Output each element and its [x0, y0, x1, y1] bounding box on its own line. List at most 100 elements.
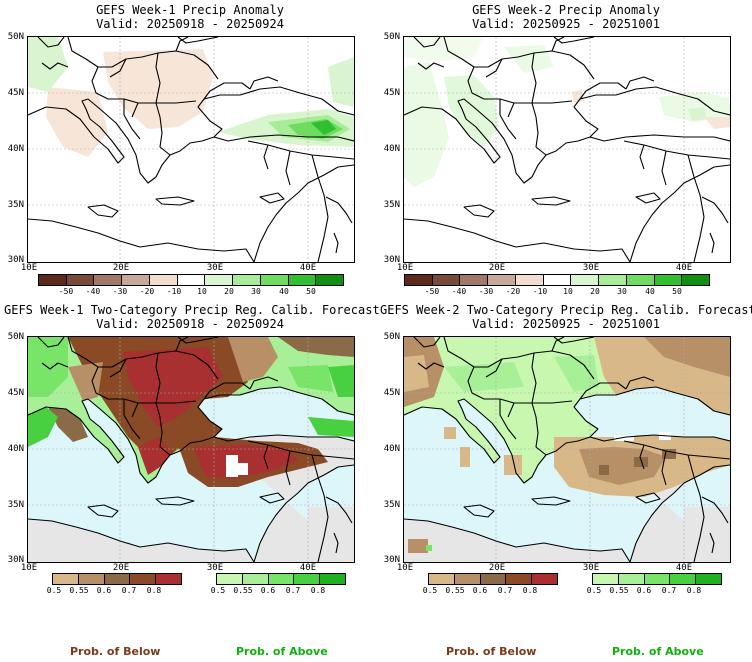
lat-label: 35N: [7, 500, 24, 510]
lon-label: 40E: [299, 563, 317, 573]
lat-label: 50N: [383, 32, 400, 42]
colorbar-tick: 0.5: [210, 586, 226, 595]
colorbar-tick: 20: [224, 287, 234, 296]
colorbar-tick: 10: [563, 287, 573, 296]
colorbar-swatch: [571, 275, 600, 285]
colorbar-tick: 0.6: [96, 586, 112, 595]
prob-above-caption: Prob. of Above: [236, 645, 328, 658]
colorbar-swatch: [233, 275, 261, 285]
colorbar-swatch: [104, 574, 131, 584]
colorbar-swatch: [217, 574, 243, 584]
lon-label: 30E: [206, 263, 224, 273]
colorbar-swatch: [66, 275, 95, 285]
colorbar-tick: 0.6: [472, 586, 488, 595]
panel-valid: Valid: 20250918 - 20250924: [96, 17, 284, 31]
colorbar-swatch: [682, 275, 710, 285]
colorbar-tick: -20: [139, 287, 155, 296]
colorbar-swatch: [654, 275, 683, 285]
lon-label: 40E: [299, 263, 317, 273]
panel-valid: Valid: 20250925 - 20251001: [472, 17, 660, 31]
panel-title: GEFS Week-2 Two-Category Precip Reg. Cal…: [380, 303, 752, 317]
colorbar-swatch: [488, 275, 516, 285]
colorbar-swatch: [696, 574, 721, 584]
colorbar-tick: 0.7: [121, 586, 137, 595]
lon-label: 30E: [206, 563, 224, 573]
panel-week2-anomaly: GEFS Week-2 Precip Anomaly Valid: 202509…: [376, 0, 752, 300]
probability-map: [403, 336, 731, 563]
lon-label: 10E: [20, 263, 38, 273]
prob-above-caption: Prob. of Above: [612, 645, 704, 658]
anomaly-colorbar: [404, 274, 710, 286]
below-colorbar: [428, 573, 558, 585]
lat-label: 45N: [7, 388, 24, 398]
anomaly-map: [403, 36, 731, 263]
colorbar-tick: 50: [306, 287, 316, 296]
colorbar-tick: 40: [645, 287, 655, 296]
lat-label: 45N: [383, 388, 400, 398]
lat-label: 40N: [7, 144, 24, 154]
panel-week1-anomaly: GEFS Week-1 Precip Anomaly Valid: 202509…: [0, 0, 376, 300]
colorbar-swatch: [644, 574, 671, 584]
colorbar-swatch: [288, 275, 317, 285]
prob-below-caption: Prob. of Below: [70, 645, 161, 658]
colorbar-swatch: [242, 574, 269, 584]
lat-label: 45N: [383, 88, 400, 98]
colorbar-swatch: [454, 574, 481, 584]
lat-label: 40N: [383, 444, 400, 454]
colorbar-tick: 0.6: [636, 586, 652, 595]
colorbar-swatch: [39, 275, 67, 285]
colorbar-swatch: [432, 275, 461, 285]
lat-label: 35N: [383, 500, 400, 510]
colorbar-tick: 0.7: [285, 586, 301, 595]
colorbar-tick: -30: [478, 287, 494, 296]
colorbar-tick: 30: [251, 287, 261, 296]
lon-label: 20E: [112, 563, 130, 573]
lat-label: 35N: [383, 200, 400, 210]
colorbar-tick: 0.8: [686, 586, 702, 595]
colorbar-swatch: [543, 275, 572, 285]
below-colorbar: [52, 573, 182, 585]
lat-label: 50N: [7, 32, 24, 42]
colorbar-tick: -50: [424, 287, 440, 296]
colorbar-swatch: [670, 574, 697, 584]
colorbar-swatch: [122, 275, 150, 285]
colorbar-swatch: [130, 574, 157, 584]
colorbar-tick: 40: [279, 287, 289, 296]
colorbar-tick: 0.8: [522, 586, 538, 595]
lat-label: 35N: [7, 200, 24, 210]
colorbar-swatch: [268, 574, 295, 584]
colorbar-swatch: [593, 574, 619, 584]
colorbar-tick: 0.8: [146, 586, 162, 595]
lat-label: 40N: [383, 144, 400, 154]
colorbar-swatch: [599, 275, 627, 285]
lat-label: 50N: [7, 332, 24, 342]
lon-label: 10E: [396, 263, 414, 273]
colorbar-swatch: [94, 275, 123, 285]
colorbar-tick: 0.55: [445, 586, 465, 595]
colorbar-swatch: [53, 574, 79, 584]
lon-label: 20E: [488, 563, 506, 573]
panel-title: GEFS Week-2 Precip Anomaly: [472, 3, 660, 17]
colorbar-tick: 0.8: [310, 586, 326, 595]
colorbar-tick: -10: [166, 287, 182, 296]
colorbar-swatch: [320, 574, 345, 584]
anomaly-map: [27, 36, 355, 263]
colorbar-swatch: [205, 275, 234, 285]
colorbar-swatch: [480, 574, 507, 584]
colorbar-tick: 0.55: [609, 586, 629, 595]
colorbar-tick: -10: [532, 287, 548, 296]
colorbar-swatch: [626, 275, 655, 285]
colorbar-tick: 0.55: [69, 586, 89, 595]
anomaly-colorbar: [38, 274, 344, 286]
panel-title: GEFS Week-1 Precip Anomaly: [96, 3, 284, 17]
colorbar-swatch: [149, 275, 178, 285]
colorbar-swatch: [532, 574, 557, 584]
probability-map: [27, 336, 355, 563]
colorbar-tick: 0.7: [497, 586, 513, 595]
colorbar-tick: 0.55: [233, 586, 253, 595]
lon-label: 20E: [488, 263, 506, 273]
colorbar-swatch: [506, 574, 533, 584]
colorbar-tick: 0.5: [586, 586, 602, 595]
lon-label: 40E: [675, 563, 693, 573]
lon-label: 10E: [396, 563, 414, 573]
